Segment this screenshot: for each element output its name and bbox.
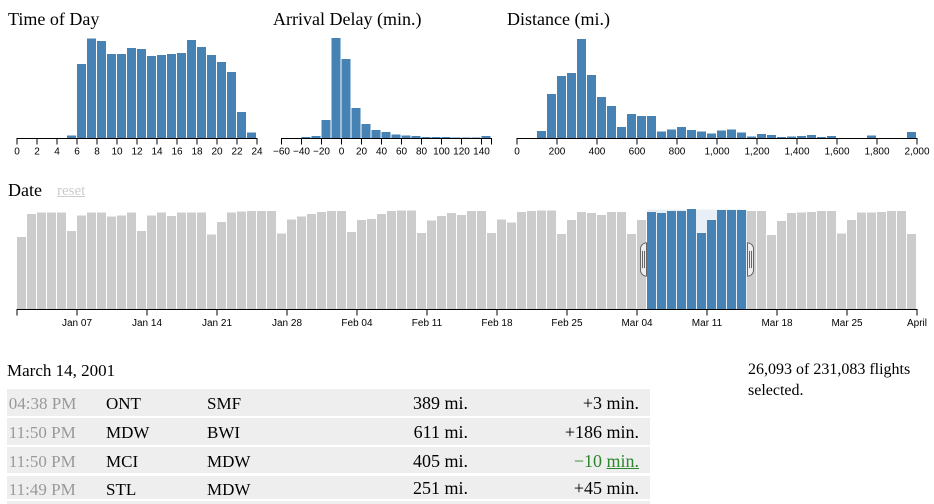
- svg-text:1,200: 1,200: [744, 147, 769, 158]
- svg-text:0: 0: [14, 147, 20, 158]
- svg-text:0: 0: [339, 147, 345, 158]
- svg-text:1,400: 1,400: [784, 147, 809, 158]
- svg-text:Mar 11: Mar 11: [692, 318, 723, 329]
- svg-text:−20: −20: [313, 147, 330, 158]
- svg-text:Mar 18: Mar 18: [761, 318, 793, 329]
- svg-text:2,000: 2,000: [904, 147, 929, 158]
- svg-text:4: 4: [54, 147, 60, 158]
- svg-text:Feb 04: Feb 04: [341, 318, 373, 329]
- svg-text:800: 800: [669, 147, 686, 158]
- svg-text:Mar 25: Mar 25: [831, 318, 863, 329]
- svg-text:April: April: [907, 318, 927, 329]
- svg-text:20: 20: [356, 147, 368, 158]
- svg-text:12: 12: [131, 147, 143, 158]
- svg-text:1,000: 1,000: [704, 147, 729, 158]
- svg-text:60: 60: [396, 147, 408, 158]
- svg-text:−60: −60: [273, 147, 290, 158]
- svg-text:14: 14: [151, 147, 163, 158]
- svg-text:1,600: 1,600: [824, 147, 849, 158]
- svg-text:1,800: 1,800: [864, 147, 889, 158]
- svg-text:Jan 07: Jan 07: [62, 318, 92, 329]
- svg-text:6: 6: [74, 147, 80, 158]
- svg-text:20: 20: [211, 147, 223, 158]
- svg-text:0: 0: [514, 147, 520, 158]
- svg-text:400: 400: [589, 147, 606, 158]
- svg-text:Jan 21: Jan 21: [202, 318, 232, 329]
- svg-text:2: 2: [34, 147, 40, 158]
- svg-text:Feb 11: Feb 11: [412, 318, 443, 329]
- svg-text:600: 600: [629, 147, 646, 158]
- svg-text:Feb 25: Feb 25: [551, 318, 583, 329]
- svg-text:Jan 14: Jan 14: [132, 318, 162, 329]
- svg-text:24: 24: [251, 147, 263, 158]
- svg-text:18: 18: [191, 147, 203, 158]
- svg-text:Jan 28: Jan 28: [272, 318, 302, 329]
- svg-text:100: 100: [433, 147, 450, 158]
- svg-text:80: 80: [416, 147, 428, 158]
- svg-text:Mar 04: Mar 04: [621, 318, 653, 329]
- svg-text:40: 40: [376, 147, 388, 158]
- svg-text:200: 200: [549, 147, 566, 158]
- svg-text:10: 10: [111, 147, 123, 158]
- svg-text:8: 8: [94, 147, 100, 158]
- svg-text:16: 16: [171, 147, 183, 158]
- svg-text:−40: −40: [293, 147, 310, 158]
- svg-text:120: 120: [453, 147, 470, 158]
- svg-text:22: 22: [231, 147, 243, 158]
- svg-text:140: 140: [473, 147, 490, 158]
- svg-text:Feb 18: Feb 18: [481, 318, 513, 329]
